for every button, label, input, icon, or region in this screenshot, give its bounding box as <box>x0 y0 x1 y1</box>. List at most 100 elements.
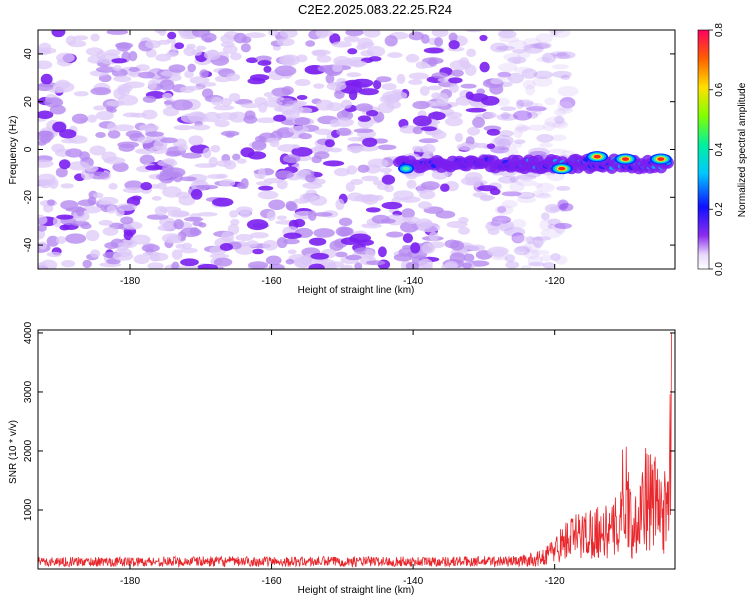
noise-blob <box>130 234 151 245</box>
noise-blob <box>90 33 100 42</box>
noise-blob <box>85 165 99 172</box>
x-tick-label: -120 <box>545 276 565 287</box>
noise-blob <box>494 204 514 215</box>
noise-blob <box>513 246 531 256</box>
noise-blob <box>336 127 352 136</box>
noise-blob <box>162 222 174 230</box>
noise-blob <box>405 216 421 225</box>
noise-blob <box>548 30 565 34</box>
snr-x-ticks: -180 -160 -140 -120 <box>120 330 565 587</box>
noise-blob <box>559 97 576 109</box>
noise-blob <box>408 31 425 41</box>
noise-blob <box>293 218 306 228</box>
noise-blob <box>491 255 508 261</box>
noise-blob <box>123 230 134 241</box>
noise-blob <box>465 107 487 113</box>
noise-blob <box>347 48 358 55</box>
noise-blob <box>540 228 563 239</box>
noise-blob <box>247 77 266 85</box>
noise-blob <box>511 219 527 229</box>
noise-blob <box>263 65 272 73</box>
spectrogram-x-ticks: -180 -160 -140 -120 <box>120 30 565 287</box>
noise-blob <box>329 147 342 153</box>
noise-blob <box>536 57 551 63</box>
noise-blob <box>273 114 287 122</box>
noise-blob <box>466 48 477 58</box>
noise-blob <box>361 223 382 229</box>
spectrogram-noise <box>38 30 579 269</box>
ridge-peak <box>621 157 629 161</box>
noise-blob <box>312 49 327 57</box>
noise-blob <box>145 131 165 137</box>
noise-blob <box>257 60 272 66</box>
noise-blob <box>500 106 517 112</box>
noise-blob <box>221 231 235 243</box>
noise-blob <box>544 116 566 128</box>
noise-blob <box>412 145 422 152</box>
noise-blob <box>197 211 218 217</box>
noise-blob <box>118 143 135 152</box>
noise-blob <box>542 121 556 132</box>
noise-blob <box>512 48 526 54</box>
noise-blob <box>357 144 380 152</box>
noise-blob <box>147 79 158 90</box>
noise-blob <box>420 34 430 44</box>
noise-blob <box>556 185 571 191</box>
x-tick-label: -140 <box>403 276 423 287</box>
noise-blob <box>516 174 537 180</box>
noise-blob <box>345 254 362 261</box>
noise-blob <box>422 144 436 154</box>
noise-blob <box>263 99 283 108</box>
noise-blob <box>357 37 374 49</box>
colorbar: 0.0 0.2 0.4 0.6 0.8 Normalized spectral ampl… <box>697 23 748 276</box>
noise-blob <box>196 184 219 190</box>
noise-blob <box>523 241 541 252</box>
noise-blob <box>275 170 294 179</box>
noise-blob <box>512 234 529 243</box>
noise-blob <box>245 32 266 39</box>
noise-blob <box>58 159 71 170</box>
noise-blob <box>165 51 178 57</box>
noise-blob <box>528 238 546 245</box>
noise-blob <box>235 233 254 242</box>
noise-blob <box>179 30 195 40</box>
noise-blob <box>477 185 498 192</box>
noise-blob <box>445 111 463 119</box>
y-tick-label: 0 <box>23 146 34 152</box>
noise-blob <box>350 148 361 154</box>
noise-blob <box>38 159 54 168</box>
noise-blob <box>534 182 543 188</box>
noise-blob <box>346 72 362 78</box>
noise-blob <box>533 70 554 79</box>
noise-blob <box>55 167 68 178</box>
noise-blob <box>85 229 100 242</box>
noise-blob <box>38 214 48 226</box>
noise-blob <box>465 91 474 100</box>
noise-blob <box>448 32 458 42</box>
noise-blob <box>367 158 389 168</box>
noise-blob <box>500 112 511 120</box>
noise-blob <box>444 117 463 127</box>
noise-blob <box>73 91 89 97</box>
noise-blob <box>184 85 205 91</box>
noise-blob <box>61 138 77 144</box>
noise-blob <box>412 100 430 110</box>
noise-blob <box>552 52 571 60</box>
noise-blob <box>497 206 507 213</box>
noise-blob <box>288 125 309 134</box>
noise-blob <box>381 83 397 91</box>
snr-panel: -180 -160 -140 -120 1000 2000 3000 4000 Height… <box>8 321 676 596</box>
noise-blob <box>540 192 550 198</box>
noise-blob <box>190 124 211 131</box>
noise-blob <box>216 173 228 179</box>
noise-blob <box>282 154 301 164</box>
noise-blob <box>333 168 350 177</box>
noise-blob <box>504 146 519 157</box>
noise-blob <box>444 239 460 249</box>
noise-blob <box>189 76 210 85</box>
noise-blob <box>431 72 449 79</box>
noise-blob <box>401 208 415 219</box>
noise-blob <box>154 30 166 34</box>
noise-blob <box>184 70 194 79</box>
noise-blob <box>533 42 552 49</box>
